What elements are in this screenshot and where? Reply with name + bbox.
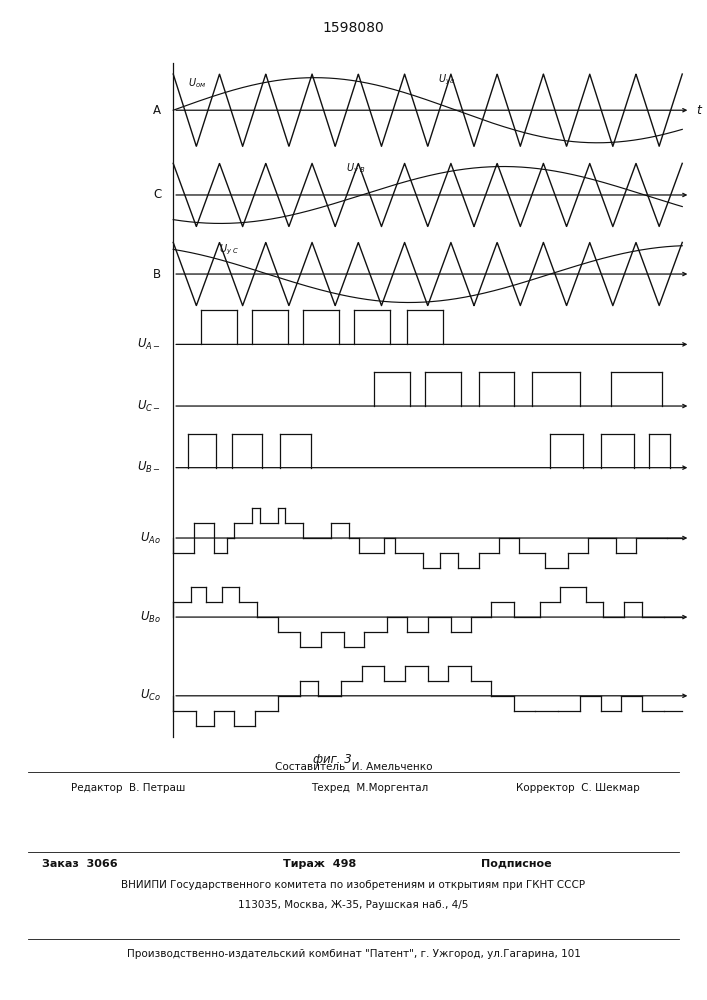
Text: $U_{ya}$: $U_{ya}$	[438, 72, 455, 87]
Text: $U_{B-}$: $U_{B-}$	[137, 460, 161, 475]
Text: $U_{y\ B}$: $U_{y\ B}$	[346, 162, 366, 176]
Text: $U_{A-}$: $U_{A-}$	[137, 337, 161, 352]
Text: C: C	[153, 188, 161, 201]
Text: $U_{C-}$: $U_{C-}$	[137, 398, 161, 414]
Text: Составитель  И. Амельченко: Составитель И. Амельченко	[275, 762, 432, 772]
Text: $U_{ом}$: $U_{ом}$	[189, 76, 206, 90]
Text: ВНИИПИ Государственного комитета по изобретениям и открытиям при ГКНТ СССР: ВНИИПИ Государственного комитета по изоб…	[122, 880, 585, 890]
Text: Корректор  С. Шекмар: Корректор С. Шекмар	[516, 783, 640, 793]
Text: 113035, Москва, Ж-35, Раушская наб., 4/5: 113035, Москва, Ж-35, Раушская наб., 4/5	[238, 900, 469, 910]
Text: $U_{Co}$: $U_{Co}$	[140, 688, 161, 703]
Text: B: B	[153, 268, 161, 281]
Text: A: A	[153, 104, 161, 117]
Text: Подписное: Подписное	[481, 859, 551, 869]
Text: $t$: $t$	[696, 104, 703, 117]
Text: Техред  М.Моргентал: Техред М.Моргентал	[311, 783, 428, 793]
Text: Заказ  3066: Заказ 3066	[42, 859, 118, 869]
Text: Производственно-издательский комбинат "Патент", г. Ужгород, ул.Гагарина, 101: Производственно-издательский комбинат "П…	[127, 949, 580, 959]
Text: фиг. 3: фиг. 3	[313, 753, 351, 766]
Text: $U_{y\ C}$: $U_{y\ C}$	[219, 242, 239, 257]
Text: $U_{Ao}$: $U_{Ao}$	[140, 530, 161, 546]
Text: $U_{Bo}$: $U_{Bo}$	[140, 610, 161, 625]
Text: 1598080: 1598080	[322, 21, 385, 35]
Text: Редактор  В. Петраш: Редактор В. Петраш	[71, 783, 185, 793]
Text: Тираж  498: Тираж 498	[283, 859, 356, 869]
